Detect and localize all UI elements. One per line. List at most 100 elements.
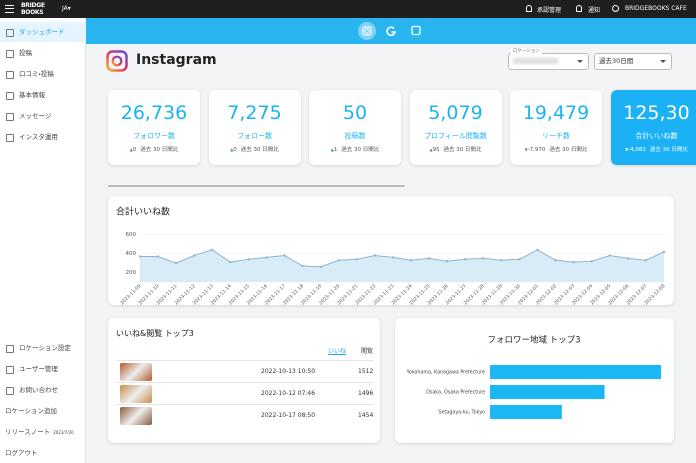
post-views: 1496 [358, 390, 374, 397]
menu-item[interactable]: 口コミ・投稿 [0, 64, 86, 84]
logout[interactable]: ログアウト [5, 449, 38, 457]
menu-toggle[interactable] [5, 5, 14, 13]
kpi-change-value: 95 [432, 147, 440, 153]
point [156, 255, 160, 258]
release-note[interactable]: リリースノート 2023/7/26 [0, 422, 86, 442]
menu-item[interactable]: メッセージ [0, 106, 86, 126]
menu-item[interactable]: ロケーション設定 [0, 338, 86, 358]
line [140, 249, 665, 268]
menu-item[interactable]: ダッシュボード [0, 22, 86, 42]
release-note-label: リリースノート [5, 428, 51, 436]
tab-active-bg[interactable] [358, 22, 376, 40]
y-tick-label: 200 [126, 270, 137, 276]
post-thumbnail[interactable] [120, 363, 152, 381]
bar[interactable] [490, 405, 562, 419]
kpi-label: プロフィール閲覧数 [424, 132, 487, 140]
kpi-note: 過去 30 日間比 [549, 147, 588, 153]
location-label: ロケーション [511, 48, 542, 54]
region-chart: フォロワー地域 トップ3 Yokohama, Kanagawa Prefectur… [406, 335, 661, 419]
bell-icon [576, 5, 582, 12]
point [337, 259, 340, 262]
kpi-change: ▲0 過去 30 日間比 [108, 145, 200, 153]
kpi-label: 合計いいね数 [635, 132, 678, 140]
y-tick-label: Setagaya-ku, Tokyo [439, 410, 486, 416]
kpi-value: 5,079 [428, 102, 483, 124]
point [247, 258, 250, 261]
point [500, 259, 503, 262]
point [626, 257, 630, 260]
point [590, 260, 593, 263]
location-select[interactable] [508, 53, 589, 70]
point [373, 254, 377, 257]
point [554, 259, 557, 262]
point [319, 265, 322, 269]
language-select[interactable]: JA▾ [62, 5, 71, 12]
point [536, 248, 539, 252]
kpi-card: 5,079 プロフィール閲覧数 ▲95 過去 30 日間比 [409, 90, 502, 165]
kpi-note: 過去 30 日間比 [341, 147, 380, 153]
kpi-label: 投稿数 [344, 132, 366, 140]
kpi-arrow: ▼ [524, 147, 528, 152]
logo-line: BRIDGE [21, 2, 45, 9]
sidebar: ダッシュボード 投稿 口コミ・投稿 基本情報 メッセージ インスタ運用 ロケーション設定 ユー… [0, 18, 86, 463]
kpi-change: ▲0 過去 30 日間比 [209, 145, 301, 153]
menu-item[interactable]: 基本情報 [0, 85, 86, 105]
bar[interactable] [490, 385, 605, 399]
menu-item[interactable]: ロケーション追加 [5, 407, 57, 415]
menu-item[interactable]: ユーザー管理 [0, 359, 86, 379]
post-thumbnail[interactable] [120, 385, 152, 403]
menu-item[interactable]: インスタ運用 [0, 127, 86, 147]
likes-sort-link[interactable]: いいね [328, 348, 347, 355]
period-select[interactable]: 過去30日間 [594, 53, 672, 70]
point [445, 260, 449, 263]
scrollbar[interactable] [108, 185, 405, 187]
kpi-card: 19,479 リーチ数 ▼-7,970 過去 30 日間比 [510, 90, 602, 165]
point [301, 264, 304, 268]
menu-item[interactable]: 投稿 [0, 43, 86, 63]
kpi-card: 50 投稿数 ▲1 過去 30 日間比 [309, 90, 401, 165]
area-fill [140, 249, 664, 282]
kpi-card: 125,30 合計いいね数 ▼-4,082 過去 30 日間比 [610, 90, 696, 165]
logo[interactable]: BRIDGE BOOKS [21, 2, 45, 16]
post-date: 2022-10-13 10:50 [261, 368, 316, 375]
post-views: 1454 [358, 412, 374, 419]
views-header: 閲覧 [361, 348, 374, 355]
point [464, 258, 467, 261]
y-tick-label: 600 [126, 232, 137, 238]
point [265, 256, 268, 259]
notification-link[interactable]: 通知 [588, 7, 601, 14]
point [211, 248, 214, 252]
kpi-change-value: 0 [233, 147, 237, 153]
point [229, 260, 232, 264]
instagram-tab[interactable] [362, 26, 372, 36]
kpi-note: 過去 30 日間比 [443, 147, 482, 153]
instagram-logo [106, 50, 128, 72]
menu-item[interactable]: お問い合わせ [0, 380, 86, 400]
chart-title: 合計いいね数 [116, 206, 170, 218]
account-link[interactable]: BRIDGEBOOKS CAFE [625, 5, 687, 12]
kpi-arrow: ▲ [330, 147, 334, 152]
message-tab[interactable] [411, 25, 421, 36]
blurred-location [513, 58, 558, 64]
likes-chart-card: 合計いいね数 200 400 600 2023-11-09 2023-11-10 2023-… [108, 196, 674, 307]
language: JA [62, 5, 68, 12]
kpi-label: リーチ数 [542, 132, 570, 140]
post-date: 2022-10-12 07:46 [261, 390, 316, 397]
approval-link[interactable]: 承認管理 [537, 7, 562, 14]
likes-chart: 合計いいね数2004006002023-11-092023-11-102023-… [116, 206, 667, 307]
bar[interactable] [490, 365, 661, 379]
chart-title: フォロワー地域 トップ3 [487, 335, 580, 346]
account-icon [612, 5, 619, 12]
point [482, 257, 485, 260]
point [174, 261, 178, 265]
channel-tabs [86, 18, 696, 44]
kpi-label: フォロワー数 [133, 132, 175, 140]
point [193, 254, 196, 257]
main-content: Instagram ロケーション 過去30日間 合計いいね数 200 400 600 2… [86, 44, 696, 463]
google-tab[interactable] [386, 26, 396, 36]
row-divider [116, 382, 374, 383]
instagram-tab-lens [364, 28, 370, 34]
post-thumbnail[interactable] [120, 407, 152, 425]
kpi-change: ▼-7,970 過去 30 日間比 [510, 145, 602, 153]
